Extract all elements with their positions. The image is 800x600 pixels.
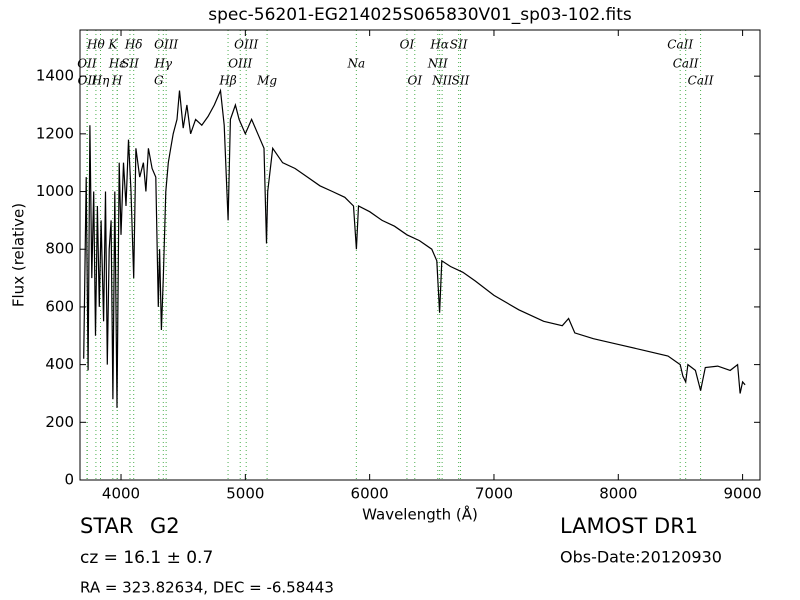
line-label: OIII	[228, 57, 252, 71]
line-label: OIII	[154, 38, 178, 52]
redshift: cz = 16.1 ± 0.7	[80, 548, 213, 568]
object-class: STAR	[80, 514, 133, 538]
subclass: G2	[150, 514, 180, 538]
x-tick-label: 5000	[226, 485, 264, 503]
line-label: CaII	[673, 57, 699, 71]
line-label: SII	[121, 57, 139, 71]
y-axis-label: Flux (relative)	[10, 203, 28, 307]
line-label: OI	[400, 38, 415, 52]
x-axis-label: Wavelength (Å)	[362, 505, 478, 524]
survey: LAMOST DR1	[560, 514, 698, 538]
line-label: OII	[78, 74, 98, 88]
y-tick-label: 800	[45, 240, 74, 258]
x-tick-label: 7000	[475, 485, 513, 503]
line-label: SII	[452, 74, 470, 88]
line-label: OII	[77, 57, 97, 71]
x-tick-label: 8000	[599, 485, 637, 503]
y-tick-label: 400	[45, 355, 74, 373]
line-label: Hδ	[124, 38, 143, 52]
x-tick-label: 9000	[724, 485, 762, 503]
line-label: Hη	[91, 74, 110, 88]
y-tick-label: 1400	[36, 67, 74, 85]
y-tick-label: 1000	[36, 182, 74, 200]
line-label: NII	[427, 57, 448, 71]
x-tick-label: 6000	[351, 485, 389, 503]
line-label: H	[111, 74, 123, 88]
chart-title: spec-56201-EG214025S065830V01_sp03-102.f…	[208, 5, 632, 25]
line-label: Hα	[429, 38, 449, 52]
y-tick-label: 600	[45, 297, 74, 315]
line-label: Hβ	[218, 74, 236, 88]
line-label: Na	[347, 57, 366, 71]
line-label: CaII	[688, 74, 714, 88]
spectrum-line	[83, 88, 746, 408]
y-tick-label: 200	[45, 413, 74, 431]
y-tick-label: 0	[64, 471, 74, 489]
line-label: Hθ	[86, 38, 105, 52]
obs-date: Obs-Date:20120930	[560, 548, 722, 567]
line-label: OIII	[234, 38, 258, 52]
line-label: Mg	[256, 74, 277, 88]
coordinates: RA = 323.82634, DEC = -6.58443	[80, 579, 334, 597]
x-tick-label: 4000	[102, 485, 140, 503]
line-label: CaII	[667, 38, 693, 52]
line-label: Hγ	[153, 57, 172, 71]
line-label: SII	[450, 38, 468, 52]
plot-frame	[79, 29, 761, 481]
line-label: OI	[407, 74, 422, 88]
line-label: Hε	[108, 57, 126, 71]
line-label: K	[107, 38, 118, 52]
line-label: G	[154, 74, 164, 88]
line-label: NII	[431, 74, 452, 88]
y-tick-label: 1200	[36, 124, 74, 142]
